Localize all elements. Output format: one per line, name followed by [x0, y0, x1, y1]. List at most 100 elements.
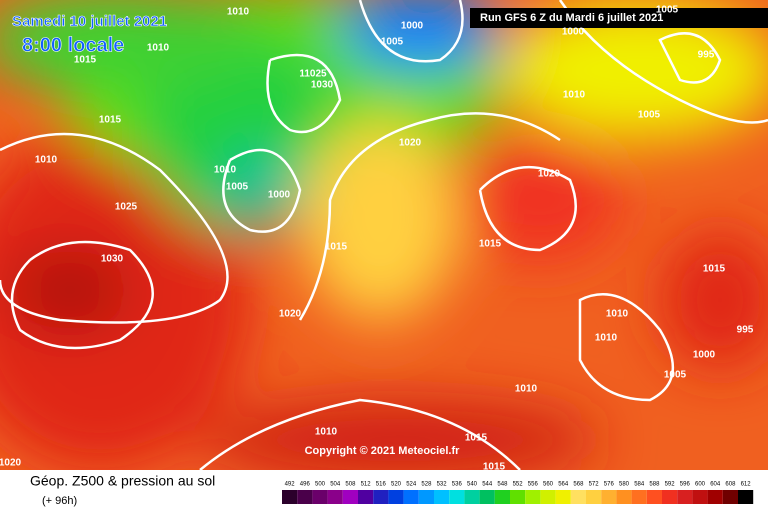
legend-swatch [662, 490, 678, 504]
isobar-label: 1010 [315, 427, 338, 438]
legend-swatch [464, 490, 480, 504]
legend-swatch [707, 490, 723, 504]
isobar-label: 1000 [401, 21, 424, 32]
legend-swatch [510, 490, 526, 504]
legend-swatch [601, 490, 617, 504]
isobar-label: 11025 [299, 69, 327, 80]
isobar-label: 1015 [465, 433, 488, 444]
isobar-label: 1015 [325, 242, 348, 253]
legend-tick-label: 584 [634, 482, 645, 488]
legend-swatch [342, 490, 358, 504]
legend-swatch [646, 490, 662, 504]
isobar-label: 1010 [515, 384, 538, 395]
color-legend: 492 496 500 504 508 512 516 520 524 528 532 536 540 5… [282, 482, 754, 504]
legend-swatch [677, 490, 693, 504]
isobar-label: 1015 [74, 55, 97, 66]
isobar-label: 1020 [399, 138, 422, 149]
legend-tick-label: 544 [482, 482, 493, 488]
isobar-label: 1015 [479, 239, 502, 250]
isobar-label: 1015 [483, 462, 506, 473]
legend-tick-label: 572 [589, 482, 600, 488]
legend-tick-label: 608 [725, 482, 736, 488]
legend-swatch [388, 490, 404, 504]
legend-swatch [540, 490, 556, 504]
isobar-label: 1005 [656, 5, 679, 16]
legend-tick-label: 556 [528, 482, 539, 488]
legend-tick-label: 592 [665, 482, 676, 488]
isobar-label: 1015 [99, 115, 122, 126]
legend-swatch [555, 490, 571, 504]
legend-tick-label: 600 [695, 482, 706, 488]
legend-swatch [570, 490, 586, 504]
legend-swatch [494, 490, 510, 504]
isobar-label: 1000 [693, 350, 716, 361]
run-banner [470, 8, 768, 28]
isobar-label: 1010 [563, 90, 586, 101]
legend-tick-label: 596 [680, 482, 691, 488]
legend-tick-label: 560 [543, 482, 554, 488]
isobar-label: 1010 [227, 7, 250, 18]
legend-swatch [418, 490, 434, 504]
legend-tick-label: 520 [391, 482, 402, 488]
isobar-label: 1005 [381, 37, 404, 48]
legend-swatch [738, 490, 754, 504]
legend-swatch [692, 490, 708, 504]
legend-swatch [616, 490, 632, 504]
isobar-label: 1010 [595, 333, 618, 344]
isobar-label: 1015 [703, 264, 726, 275]
isobar-label: 1020 [0, 458, 22, 469]
run-info: Run GFS 6 Z du Mardi 6 juillet 2021 [480, 12, 663, 24]
legend-tick-label: 576 [604, 482, 615, 488]
isobar-label: 1000 [562, 27, 585, 38]
legend-tick-label: 504 [330, 482, 341, 488]
legend-tick-label: 612 [741, 482, 752, 488]
isobar-label: 1025 [115, 202, 138, 213]
isobar-label: 1005 [664, 370, 687, 381]
copyright: Copyright © 2021 Meteociel.fr [305, 445, 461, 457]
isobar-label: 1005 [638, 110, 661, 121]
legend-swatch [434, 490, 450, 504]
legend-tick-label: 512 [361, 482, 372, 488]
legend-tick-label: 568 [573, 482, 584, 488]
footer-title: Géop. Z500 & pression au sol [30, 473, 215, 489]
legend-tick-label: 508 [345, 482, 356, 488]
isobar-label: 1000 [268, 190, 291, 201]
legend-tick-label: 548 [497, 482, 508, 488]
geopotential-field [0, 0, 768, 480]
legend-swatch [722, 490, 738, 504]
legend-swatch [631, 490, 647, 504]
legend-swatch [586, 490, 602, 504]
legend-tick-label: 552 [513, 482, 524, 488]
legend-tick-label: 564 [558, 482, 569, 488]
legend-tick-label: 500 [315, 482, 326, 488]
legend-tick-label: 492 [285, 482, 296, 488]
isobar-label: 1010 [35, 155, 58, 166]
footer-lead: (+ 96h) [42, 495, 77, 507]
isobar-label: 995 [737, 325, 754, 336]
forecast-date: Samedi 10 juillet 2021 [12, 13, 167, 30]
isobar-label: 1020 [279, 309, 302, 320]
forecast-time: 8:00 locale [22, 34, 124, 56]
isobar-label: 1005 [226, 182, 249, 193]
legend-tick-label: 588 [649, 482, 660, 488]
isobar-label: 1010 [606, 309, 629, 320]
legend-swatch [403, 490, 419, 504]
isobar-label: 995 [698, 50, 715, 61]
legend-swatch [327, 490, 343, 504]
isobar-label: 1030 [311, 80, 334, 91]
isobar-label: 1020 [538, 169, 561, 180]
legend-tick-label: 524 [406, 482, 417, 488]
legend-tick-label: 604 [710, 482, 721, 488]
legend-swatch [282, 490, 298, 504]
legend-swatch [373, 490, 389, 504]
legend-swatch [312, 490, 328, 504]
isobar-label: 1010 [147, 43, 170, 54]
legend-tick-label: 580 [619, 482, 630, 488]
legend-tick-label: 532 [437, 482, 448, 488]
legend-tick-label: 528 [421, 482, 432, 488]
legend-tick-label: 540 [467, 482, 478, 488]
legend-swatch [358, 490, 374, 504]
